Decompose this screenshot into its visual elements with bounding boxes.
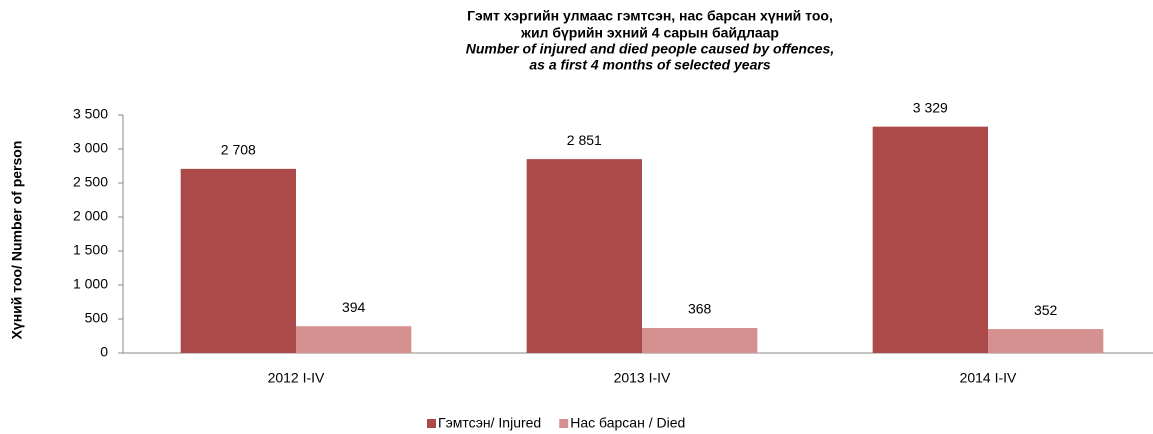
bar xyxy=(988,329,1104,353)
value-label: 2 851 xyxy=(567,132,602,148)
chart-title: Гэмт хэргийн улмаас гэмтсэн, нас барсан … xyxy=(467,8,833,24)
bar xyxy=(180,168,296,353)
legend-swatch xyxy=(427,419,436,428)
value-label: 394 xyxy=(342,299,366,315)
y-tick-label: 1 000 xyxy=(73,276,108,292)
y-tick-label: 2 500 xyxy=(73,174,108,190)
y-axis-label: Хүний тоо/ Number of person xyxy=(9,141,25,340)
value-label: 3 329 xyxy=(913,99,948,115)
legend-label: Нас барсан / Died xyxy=(570,415,685,431)
x-tick-label: 2013 I-IV xyxy=(614,370,671,386)
y-tick-label: 3 500 xyxy=(73,106,108,122)
y-tick-label: 0 xyxy=(100,344,108,360)
x-tick-label: 2014 I-IV xyxy=(960,370,1017,386)
x-tick-label: 2012 I-IV xyxy=(268,370,325,386)
value-label: 352 xyxy=(1034,302,1058,318)
chart-title: as a first 4 months of selected years xyxy=(529,57,770,73)
chart-title: Number of injured and died people caused… xyxy=(466,41,834,57)
y-tick-label: 3 000 xyxy=(73,140,108,156)
value-label: 2 708 xyxy=(221,142,256,158)
bar xyxy=(872,126,988,354)
value-label: 368 xyxy=(688,301,712,317)
legend-label: Гэмтсэн/ Injured xyxy=(438,415,541,431)
legend-swatch xyxy=(559,419,569,428)
chart-title: жил бүрийн эхний 4 сарын байдлаар xyxy=(520,25,779,41)
bar xyxy=(526,159,642,353)
bar xyxy=(296,326,412,353)
y-tick-label: 500 xyxy=(85,310,109,326)
bar xyxy=(642,327,758,353)
y-tick-label: 1 500 xyxy=(73,242,108,258)
y-tick-label: 2 000 xyxy=(73,208,108,224)
